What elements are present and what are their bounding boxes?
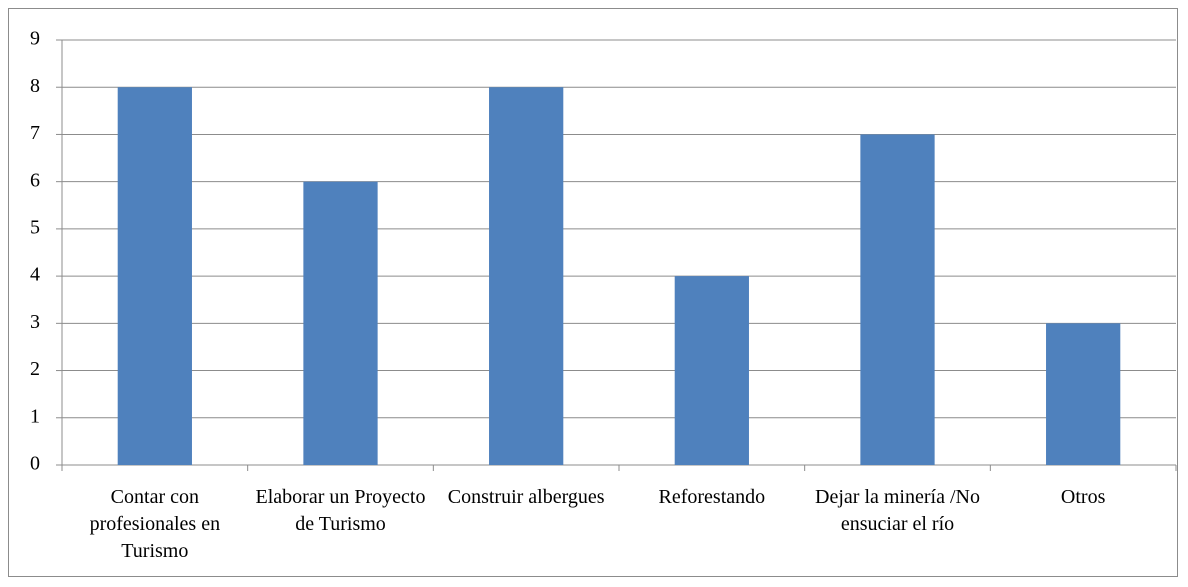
y-tick-label: 9	[30, 28, 40, 50]
x-tick-label: Construir albergues	[447, 486, 605, 508]
x-tick-label: Elaborar un Proyecto de Turismo	[255, 486, 426, 535]
y-tick-label: 8	[30, 75, 40, 97]
bar	[1046, 323, 1121, 465]
y-tick-label: 3	[30, 311, 40, 333]
y-tick-label: 6	[30, 169, 40, 191]
x-tick-label: Otros	[1060, 486, 1106, 508]
y-tick-label: 2	[30, 358, 40, 380]
chart-frame	[8, 8, 1178, 577]
y-tick-label: 4	[30, 264, 40, 286]
bar	[489, 87, 564, 465]
y-tick-label: 1	[30, 405, 40, 427]
x-tick-label: Reforestando	[658, 486, 766, 508]
bar	[117, 87, 192, 465]
y-tick-label: 0	[30, 453, 40, 475]
bar	[674, 276, 749, 465]
bar	[860, 134, 935, 465]
x-tick-label: Dejar la minería /No ensuciar el río	[815, 486, 980, 535]
y-tick-label: 5	[30, 216, 40, 238]
bar	[303, 181, 378, 465]
x-tick-label: Contar con profesionales en Turismo	[89, 486, 221, 562]
y-tick-label: 7	[30, 122, 40, 144]
